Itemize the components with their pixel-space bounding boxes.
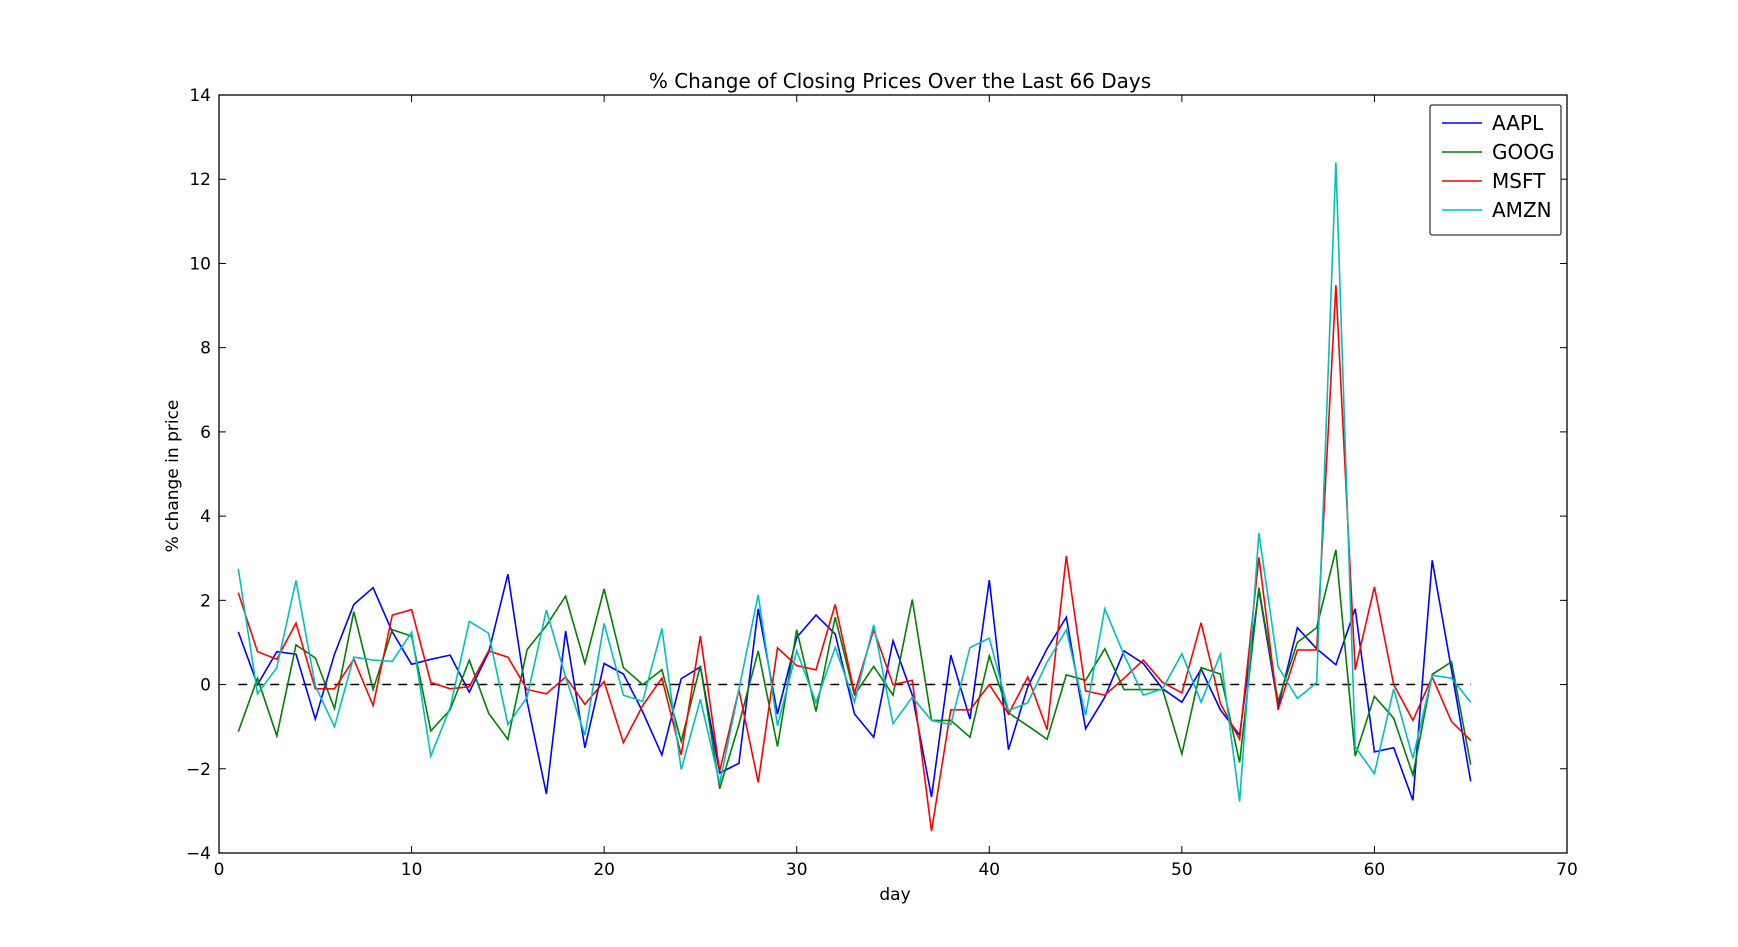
y-tick-label: 6 xyxy=(200,423,211,443)
x-axis-label: day xyxy=(879,885,910,905)
x-tick-label: 40 xyxy=(978,860,1000,880)
series-line-msft xyxy=(237,285,1472,832)
series-line-goog xyxy=(237,549,1472,789)
x-tick-label: 70 xyxy=(1556,860,1578,880)
y-tick-label: −4 xyxy=(186,844,211,864)
y-tick-label: 2 xyxy=(200,591,211,611)
x-tick-label: 0 xyxy=(214,860,225,880)
y-tick-label: 4 xyxy=(200,507,211,527)
chart-title: % Change of Closing Prices Over the Last… xyxy=(649,69,1151,93)
y-tick-label: 14 xyxy=(189,86,211,106)
y-axis-label: % change in price xyxy=(163,400,183,553)
y-tick-label: 0 xyxy=(200,676,211,696)
y-tick-label: 12 xyxy=(189,170,211,190)
x-tick-label: 20 xyxy=(593,860,615,880)
plot-area: 0 10 20 30 40 50 60 70 −4 −2 0 2 4 6 8 10 12 14 xyxy=(186,86,1578,880)
series-line-amzn xyxy=(237,162,1472,802)
legend-label-amzn: AMZN xyxy=(1492,198,1552,222)
y-tick-label: 10 xyxy=(189,254,211,274)
legend-label-aapl: AAPL xyxy=(1492,111,1544,135)
y-tick-label: −2 xyxy=(186,760,211,780)
plot-frame xyxy=(218,94,1568,854)
legend-box xyxy=(1429,104,1562,236)
x-tick-label: 10 xyxy=(401,860,423,880)
x-tick-label: 50 xyxy=(1171,860,1193,880)
x-tick-label: 60 xyxy=(1364,860,1386,880)
legend: AAPL GOOG MSFT AMZN xyxy=(1429,104,1562,236)
legend-label-msft: MSFT xyxy=(1492,169,1546,193)
legend-label-goog: GOOG xyxy=(1492,140,1554,164)
x-tick-label: 30 xyxy=(786,860,808,880)
y-tick-label: 8 xyxy=(200,339,211,359)
